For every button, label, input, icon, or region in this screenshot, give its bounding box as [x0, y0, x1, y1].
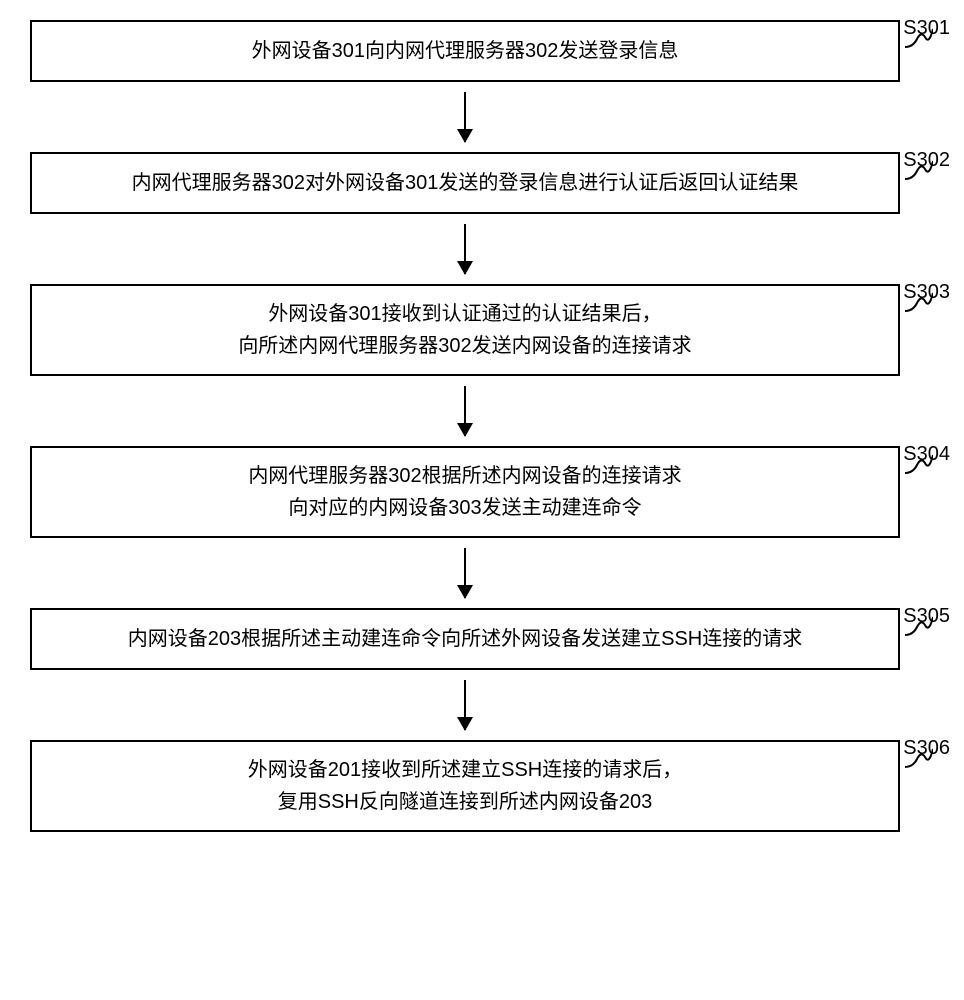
step-box-s305: S305 内网设备203根据所述主动建连命令向所述外网设备发送建立SSH连接的请… — [30, 608, 900, 670]
step-text: 内网设备203根据所述主动建连命令向所述外网设备发送建立SSH连接的请求 — [128, 623, 803, 655]
arrow-line — [464, 548, 466, 598]
arrow-connector — [30, 376, 900, 446]
arrow-line — [464, 224, 466, 274]
step-box-s302: S302 内网代理服务器302对外网设备301发送的登录信息进行认证后返回认证结… — [30, 152, 900, 214]
arrow-connector — [30, 82, 900, 152]
step-text: 内网代理服务器302对外网设备301发送的登录信息进行认证后返回认证结果 — [132, 167, 799, 199]
step-text: 外网设备301向内网代理服务器302发送登录信息 — [252, 35, 679, 67]
arrow-head-icon — [457, 585, 473, 599]
step-label: S304 — [903, 438, 950, 470]
step-box-s304: S304 内网代理服务器302根据所述内网设备的连接请求 向对应的内网设备303… — [30, 446, 900, 538]
arrow-connector — [30, 670, 900, 740]
flowchart-container: S301 外网设备301向内网代理服务器302发送登录信息 S302 内网代理服… — [0, 0, 964, 1000]
step-label: S302 — [903, 144, 950, 176]
step-text: 内网代理服务器302根据所述内网设备的连接请求 向对应的内网设备303发送主动建… — [248, 460, 681, 524]
arrow-connector — [30, 538, 900, 608]
step-box-s303: S303 外网设备301接收到认证通过的认证结果后， 向所述内网代理服务器302… — [30, 284, 900, 376]
arrow-connector — [30, 214, 900, 284]
step-text: 外网设备201接收到所述建立SSH连接的请求后， 复用SSH反向隧道连接到所述内… — [248, 754, 683, 818]
step-label: S305 — [903, 600, 950, 632]
arrow-head-icon — [457, 261, 473, 275]
step-label: S303 — [903, 276, 950, 308]
step-box-s301: S301 外网设备301向内网代理服务器302发送登录信息 — [30, 20, 900, 82]
arrow-line — [464, 680, 466, 730]
arrow-head-icon — [457, 129, 473, 143]
step-label: S301 — [903, 12, 950, 44]
arrow-line — [464, 386, 466, 436]
arrow-line — [464, 92, 466, 142]
arrow-head-icon — [457, 423, 473, 437]
step-box-s306: S306 外网设备201接收到所述建立SSH连接的请求后， 复用SSH反向隧道连… — [30, 740, 900, 832]
arrow-head-icon — [457, 717, 473, 731]
step-label: S306 — [903, 732, 950, 764]
step-text: 外网设备301接收到认证通过的认证结果后， 向所述内网代理服务器302发送内网设… — [238, 298, 691, 362]
